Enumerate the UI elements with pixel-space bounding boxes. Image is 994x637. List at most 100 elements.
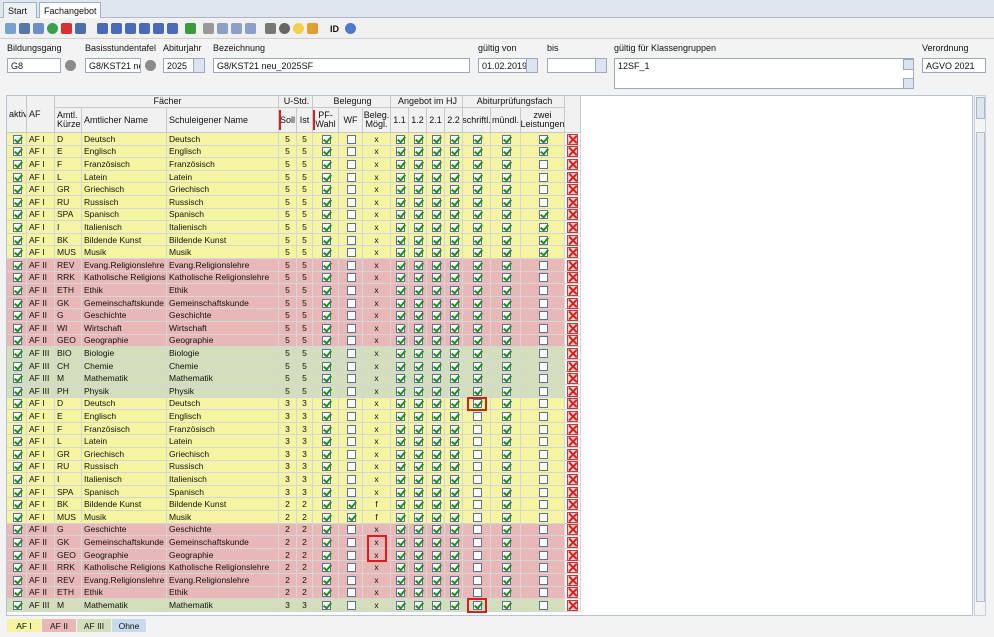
checkbox[interactable] bbox=[539, 223, 548, 232]
checkbox[interactable] bbox=[414, 223, 423, 232]
lookup-button[interactable] bbox=[65, 60, 76, 71]
checkbox[interactable] bbox=[13, 324, 22, 333]
checkbox[interactable] bbox=[396, 538, 405, 547]
checkbox[interactable] bbox=[473, 576, 482, 585]
checkbox[interactable] bbox=[502, 500, 511, 509]
checkbox[interactable] bbox=[322, 450, 331, 459]
delete-button[interactable] bbox=[567, 398, 578, 409]
checkbox[interactable] bbox=[432, 299, 441, 308]
checkbox[interactable] bbox=[473, 248, 482, 257]
checkbox[interactable] bbox=[322, 248, 331, 257]
delete-button[interactable] bbox=[567, 235, 578, 246]
checkbox[interactable] bbox=[450, 488, 459, 497]
delete-button[interactable] bbox=[567, 272, 578, 283]
checkbox[interactable] bbox=[396, 563, 405, 572]
checkbox[interactable] bbox=[473, 437, 482, 446]
icon-prev[interactable] bbox=[125, 23, 136, 34]
icon-copy2[interactable] bbox=[217, 23, 228, 34]
checkbox[interactable] bbox=[432, 135, 441, 144]
checkbox[interactable] bbox=[432, 588, 441, 597]
delete-button[interactable] bbox=[567, 172, 578, 183]
checkbox[interactable] bbox=[347, 273, 356, 282]
checkbox[interactable] bbox=[322, 462, 331, 471]
delete-button[interactable] bbox=[567, 550, 578, 561]
checkbox[interactable] bbox=[450, 311, 459, 320]
checkbox[interactable] bbox=[539, 198, 548, 207]
checkbox[interactable] bbox=[432, 147, 441, 156]
checkbox[interactable] bbox=[502, 399, 511, 408]
checkbox[interactable] bbox=[414, 601, 423, 610]
checkbox[interactable] bbox=[347, 387, 356, 396]
checkbox[interactable] bbox=[450, 160, 459, 169]
input-field[interactable]: 12SF_1 bbox=[614, 58, 914, 89]
checkbox[interactable] bbox=[502, 236, 511, 245]
delete-button[interactable] bbox=[567, 386, 578, 397]
checkbox[interactable] bbox=[13, 286, 22, 295]
checkbox[interactable] bbox=[414, 236, 423, 245]
checkbox[interactable] bbox=[396, 425, 405, 434]
checkbox[interactable] bbox=[414, 261, 423, 270]
checkbox[interactable] bbox=[13, 525, 22, 534]
checkbox[interactable] bbox=[396, 450, 405, 459]
delete-button[interactable] bbox=[567, 134, 578, 145]
checkbox[interactable] bbox=[396, 551, 405, 560]
checkbox[interactable] bbox=[13, 488, 22, 497]
checkbox[interactable] bbox=[473, 311, 482, 320]
checkbox[interactable] bbox=[13, 210, 22, 219]
checkbox[interactable] bbox=[347, 538, 356, 547]
checkbox[interactable] bbox=[414, 399, 423, 408]
checkbox[interactable] bbox=[502, 336, 511, 345]
checkbox[interactable] bbox=[347, 198, 356, 207]
checkbox[interactable] bbox=[414, 538, 423, 547]
checkbox[interactable] bbox=[13, 198, 22, 207]
checkbox[interactable] bbox=[347, 563, 356, 572]
icon-delete[interactable] bbox=[61, 23, 72, 34]
checkbox[interactable] bbox=[502, 362, 511, 371]
checkbox[interactable] bbox=[502, 387, 511, 396]
checkbox[interactable] bbox=[322, 588, 331, 597]
checkbox[interactable] bbox=[502, 160, 511, 169]
checkbox[interactable] bbox=[502, 475, 511, 484]
checkbox[interactable] bbox=[322, 236, 331, 245]
delete-button[interactable] bbox=[567, 600, 578, 611]
checkbox[interactable] bbox=[347, 160, 356, 169]
checkbox[interactable] bbox=[473, 525, 482, 534]
checkbox[interactable] bbox=[473, 223, 482, 232]
checkbox[interactable] bbox=[502, 525, 511, 534]
delete-button[interactable] bbox=[567, 310, 578, 321]
checkbox[interactable] bbox=[322, 500, 331, 509]
lookup-button[interactable] bbox=[145, 60, 156, 71]
checkbox[interactable] bbox=[502, 311, 511, 320]
checkbox[interactable] bbox=[432, 387, 441, 396]
checkbox[interactable] bbox=[473, 412, 482, 421]
icon-new[interactable] bbox=[5, 23, 16, 34]
checkbox[interactable] bbox=[396, 173, 405, 182]
checkbox[interactable] bbox=[347, 488, 356, 497]
checkbox[interactable] bbox=[347, 210, 356, 219]
checkbox[interactable] bbox=[502, 173, 511, 182]
checkbox[interactable] bbox=[13, 551, 22, 560]
delete-button[interactable] bbox=[567, 575, 578, 586]
checkbox[interactable] bbox=[450, 362, 459, 371]
checkbox[interactable] bbox=[13, 412, 22, 421]
checkbox[interactable] bbox=[347, 437, 356, 446]
checkbox[interactable] bbox=[396, 412, 405, 421]
icon-next[interactable] bbox=[139, 23, 150, 34]
checkbox[interactable] bbox=[322, 412, 331, 421]
input-field[interactable]: AGVO 2021 bbox=[922, 58, 986, 73]
checkbox[interactable] bbox=[322, 563, 331, 572]
checkbox[interactable] bbox=[450, 210, 459, 219]
checkbox[interactable] bbox=[347, 261, 356, 270]
checkbox[interactable] bbox=[414, 387, 423, 396]
checkbox[interactable] bbox=[539, 299, 548, 308]
delete-button[interactable] bbox=[567, 209, 578, 220]
checkbox[interactable] bbox=[473, 336, 482, 345]
delete-button[interactable] bbox=[567, 424, 578, 435]
checkbox[interactable] bbox=[450, 147, 459, 156]
checkbox[interactable] bbox=[502, 513, 511, 522]
checkbox[interactable] bbox=[432, 349, 441, 358]
checkbox[interactable] bbox=[13, 236, 22, 245]
checkbox[interactable] bbox=[450, 349, 459, 358]
dropdown-button[interactable] bbox=[193, 59, 204, 72]
checkbox[interactable] bbox=[432, 160, 441, 169]
